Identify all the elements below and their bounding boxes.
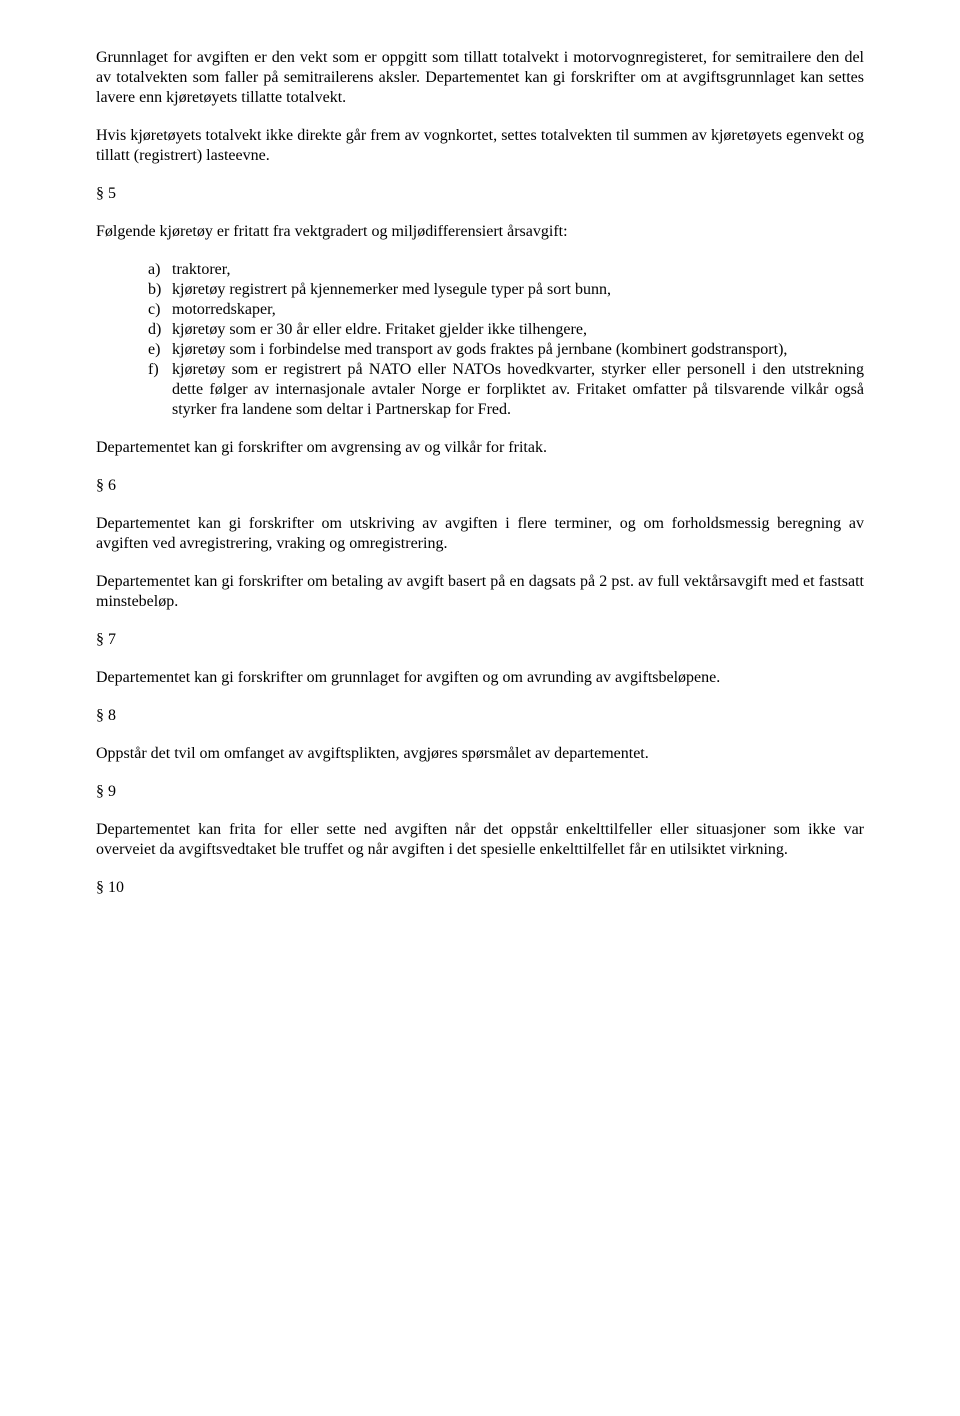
list-content: motorredskaper, (172, 300, 864, 320)
list-item: b) kjøretøy registrert på kjennemerker m… (148, 280, 864, 300)
exemption-list: a) traktorer, b) kjøretøy registrert på … (96, 260, 864, 420)
list-marker: c) (148, 300, 172, 320)
paragraph: Departementet kan gi forskrifter om utsk… (96, 514, 864, 554)
list-content: kjøretøy registrert på kjennemerker med … (172, 280, 864, 300)
section-number-9: § 9 (96, 782, 864, 802)
list-marker: f) (148, 360, 172, 420)
paragraph: Følgende kjøretøy er fritatt fra vektgra… (96, 222, 864, 242)
paragraph: Departementet kan frita for eller sette … (96, 820, 864, 860)
list-marker: b) (148, 280, 172, 300)
paragraph: Grunnlaget for avgiften er den vekt som … (96, 48, 864, 108)
list-item: e) kjøretøy som i forbindelse med transp… (148, 340, 864, 360)
list-item: d) kjøretøy som er 30 år eller eldre. Fr… (148, 320, 864, 340)
list-content: kjøretøy som i forbindelse med transport… (172, 340, 864, 360)
section-number-7: § 7 (96, 630, 864, 650)
section-number-8: § 8 (96, 706, 864, 726)
section-number-5: § 5 (96, 184, 864, 204)
section-number-6: § 6 (96, 476, 864, 496)
paragraph: Departementet kan gi forskrifter om avgr… (96, 438, 864, 458)
list-marker: d) (148, 320, 172, 340)
list-item: a) traktorer, (148, 260, 864, 280)
list-content: traktorer, (172, 260, 864, 280)
paragraph: Departementet kan gi forskrifter om beta… (96, 572, 864, 612)
list-item: c) motorredskaper, (148, 300, 864, 320)
list-item: f) kjøretøy som er registrert på NATO el… (148, 360, 864, 420)
list-marker: e) (148, 340, 172, 360)
list-marker: a) (148, 260, 172, 280)
paragraph: Hvis kjøretøyets totalvekt ikke direkte … (96, 126, 864, 166)
paragraph: Departementet kan gi forskrifter om grun… (96, 668, 864, 688)
list-content: kjøretøy som er 30 år eller eldre. Frita… (172, 320, 864, 340)
section-number-10: § 10 (96, 878, 864, 898)
paragraph: Oppstår det tvil om omfanget av avgiftsp… (96, 744, 864, 764)
list-content: kjøretøy som er registrert på NATO eller… (172, 360, 864, 420)
